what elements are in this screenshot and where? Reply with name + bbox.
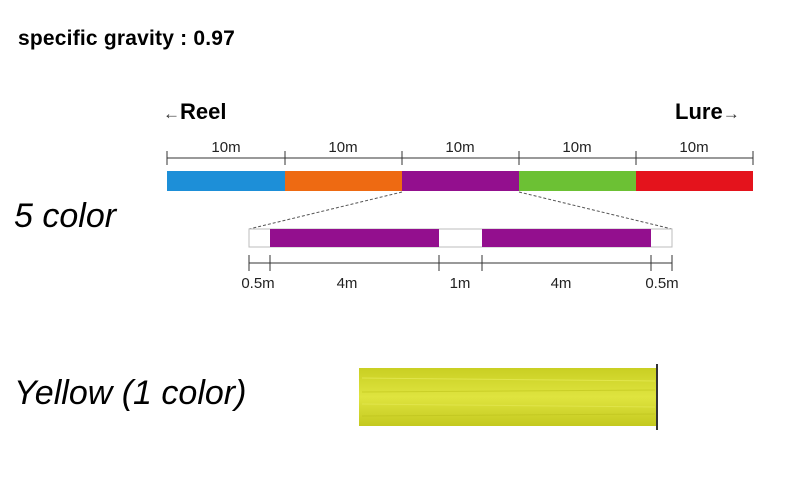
left-arrow-icon: ← bbox=[163, 104, 180, 123]
detail-color-bar: 0.5m 4m 1m 4m 0.5m bbox=[241, 228, 679, 292]
segment-length-label: 10m bbox=[445, 139, 474, 156]
detail-length-label: 0.5m bbox=[645, 275, 678, 292]
segment-green bbox=[519, 171, 636, 191]
reel-label: Reel bbox=[180, 99, 227, 124]
main-color-bar: 10m 10m 10m 10m 10m bbox=[166, 139, 754, 191]
yellow-line-sample bbox=[359, 364, 658, 430]
five-color-label: 5 color bbox=[14, 197, 117, 235]
detail-length-label: 0.5m bbox=[241, 275, 274, 292]
detail-length-label: 4m bbox=[551, 275, 572, 292]
fiber-texture bbox=[361, 413, 656, 417]
segment-length-label: 10m bbox=[679, 139, 708, 156]
segment-length-label: 10m bbox=[211, 139, 240, 156]
detail-segment-purple bbox=[482, 229, 651, 247]
segment-blue bbox=[167, 171, 285, 191]
segment-length-label: 10m bbox=[562, 139, 591, 156]
fiber-texture bbox=[361, 389, 656, 393]
reel-direction-label: ←Reel bbox=[163, 99, 226, 125]
segment-length-label: 10m bbox=[328, 139, 357, 156]
right-arrow-icon: → bbox=[722, 104, 740, 123]
zoom-guide-left bbox=[248, 191, 403, 230]
detail-segment-purple bbox=[270, 229, 439, 247]
segment-purple bbox=[402, 171, 519, 191]
yellow-line-swatch bbox=[359, 368, 657, 426]
lure-label: Lure bbox=[675, 99, 723, 124]
lure-direction-label: Lure→ bbox=[675, 99, 740, 125]
segment-red bbox=[636, 171, 753, 191]
specific-gravity-heading: specific gravity : 0.97 bbox=[18, 27, 236, 50]
zoom-guide-right bbox=[518, 191, 673, 230]
segment-orange bbox=[285, 171, 402, 191]
yellow-label: Yellow (1 color) bbox=[14, 374, 247, 412]
fiber-texture bbox=[361, 403, 656, 408]
fiber-texture bbox=[361, 377, 656, 382]
detail-length-label: 1m bbox=[450, 275, 471, 292]
detail-length-label: 4m bbox=[337, 275, 358, 292]
